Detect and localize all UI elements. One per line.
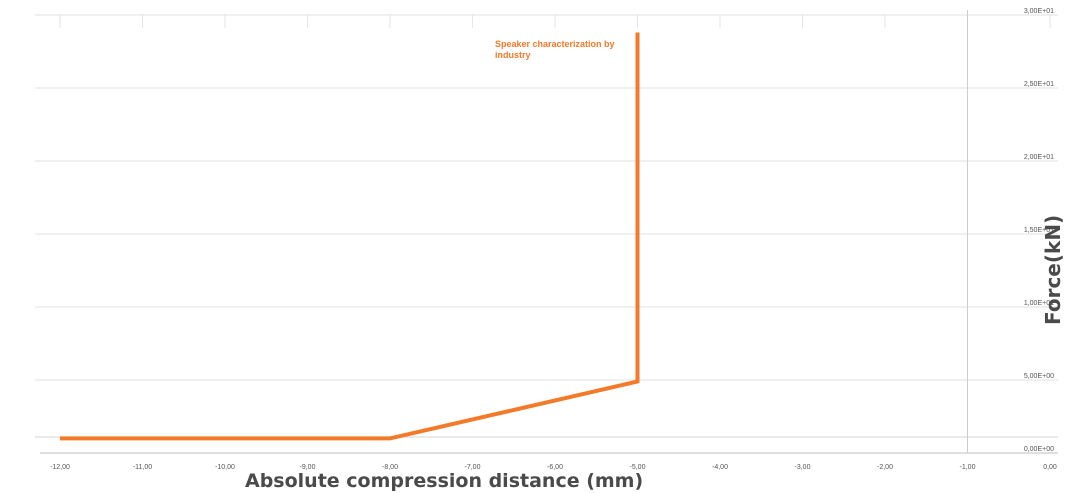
x-tick-label: -2,00	[877, 464, 893, 471]
gridlines	[35, 14, 1058, 438]
y-tick-label: 2,00E+01	[1024, 154, 1054, 161]
x-axis-title: Absolute compression distance (mm)	[245, 470, 643, 492]
x-tick-label: 0,00	[1043, 464, 1057, 471]
y-tick-label: 2,50E+01	[1024, 81, 1054, 88]
x-tick-labels: -12,00 -11,00 -10,00 -9,00 -8,00 -7,00 -6,00 -5…	[50, 464, 1057, 471]
x-tick-label: -11,00	[133, 464, 152, 471]
x-tick-label: -5,00	[630, 464, 646, 471]
x-tick-label: -12,00	[50, 464, 70, 471]
x-tick-label: -4,00	[712, 464, 728, 471]
x-tick-label: -7,00	[465, 464, 481, 471]
x-tick-label: -6,00	[547, 464, 563, 471]
y-tick-label: 1,50E+01	[1024, 227, 1054, 234]
annotation-line: Speaker characterization by	[495, 39, 615, 49]
y-tick-label: 0,00E+00	[1024, 446, 1054, 453]
y-tick-labels: 0,00E+00 5,00E+00 1,00E+01 1,50E+01 2,00E+01…	[1024, 8, 1054, 453]
y-tick-label: 5,00E+00	[1024, 373, 1054, 380]
annotation-line: industry	[495, 50, 531, 60]
top-tick-marks	[59, 14, 1051, 28]
x-tick-label: -9,00	[300, 464, 316, 471]
x-tick-label: -8,00	[382, 464, 398, 471]
series-line	[60, 32, 640, 441]
x-tick-label: -3,00	[795, 464, 811, 471]
series-annotation: Speaker characterization by industry	[495, 39, 615, 60]
x-tick-label: -1,00	[960, 464, 976, 471]
y-tick-label: 1,00E+01	[1024, 300, 1054, 307]
y-tick-label: 3,00E+01	[1024, 8, 1054, 15]
x-tick-label: -10,00	[215, 464, 235, 471]
series-layer	[60, 32, 640, 441]
y-axis-title: Force(kN)	[1041, 215, 1065, 325]
